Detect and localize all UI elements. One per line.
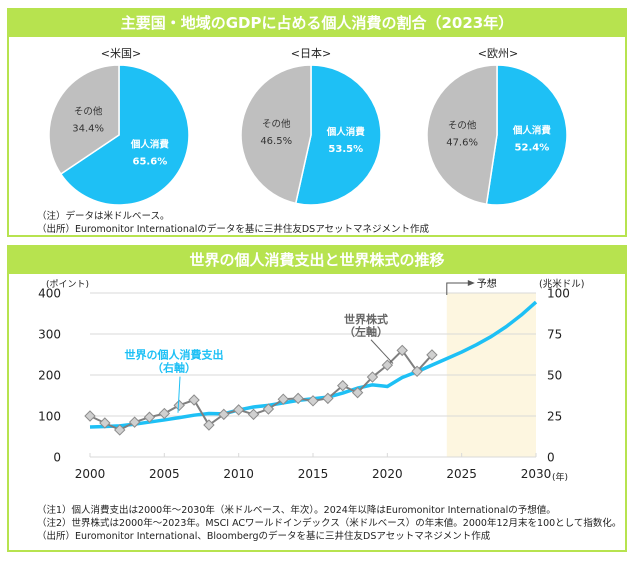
stock-data-point [351, 386, 364, 399]
pie-title-us: <米国> [100, 47, 142, 60]
stock-data-point [292, 392, 304, 405]
y-right-tick-label: 25 [547, 410, 562, 424]
consumption-annotation-axis: （右軸） [152, 361, 196, 375]
x-axis-title: (年) [552, 471, 568, 483]
stock-data-point [143, 411, 156, 423]
x-tick-label: 2005 [149, 467, 180, 481]
pie-slice-other [426, 64, 498, 206]
x-tick-label: 2015 [298, 467, 329, 481]
x-tick-label: 2010 [223, 467, 254, 481]
stock-annotation-axis: （左軸） [344, 325, 388, 339]
x-tick-label: 2030 [521, 467, 552, 481]
line-chart: 0 100 200 300 400 0 25 50 75 100 2000 2005 2010 2015 2… [38, 277, 584, 483]
x-tick-label: 2025 [446, 467, 477, 481]
stock-data-point [277, 393, 289, 405]
consumption-annotation-title: 世界の個人消費支出 [125, 348, 224, 362]
pie-slice-consumption [59, 64, 190, 206]
pie-slice-label: その他 [262, 118, 291, 130]
top-note-1: （注）データは米ドルベース。 [37, 211, 170, 222]
gdp-share-panel-title: 主要国・地域のGDPに占める個人消費の割合（2023年） [9, 10, 625, 37]
pie-title-japan: <日本> [290, 47, 332, 60]
pie-slice-label: 個人消費 [326, 126, 366, 138]
bottom-note-2: （注2）世界株式は2000年～2023年。MSCI ACワールドインデックス（米… [37, 518, 622, 529]
y-right-tick-label: 50 [547, 369, 562, 383]
pie-slice-label: その他 [448, 119, 477, 131]
y-right-axis-title: (兆米ドル) [539, 278, 584, 290]
stock-data-point [396, 344, 408, 357]
pie-slice-other [48, 64, 120, 176]
pie-slice-consumption [485, 64, 568, 206]
stock-data-point [381, 359, 394, 371]
pie-slice-label: 個人消費 [130, 138, 170, 150]
stock-data-point [173, 399, 185, 412]
stock-data-point [366, 371, 379, 383]
series-line-stock [89, 348, 433, 432]
stock-data-point [247, 408, 260, 421]
stock-data-point [322, 392, 334, 405]
stock-annotation-leader [370, 339, 394, 364]
pie-slice-consumption [294, 64, 382, 206]
stock-data-point [203, 419, 215, 431]
stock-data-point [158, 407, 171, 420]
pie-slice-label: 個人消費 [512, 125, 552, 137]
pie-slice-value: 52.4% [515, 143, 550, 154]
y-left-tick-label: 200 [38, 369, 61, 383]
y-right-tick-label: 75 [547, 328, 562, 342]
y-left-tick-label: 100 [38, 410, 61, 424]
stock-data-point [114, 424, 126, 436]
gdp-share-panel: 主要国・地域のGDPに占める個人消費の割合（2023年） <米国> <日本> <… [7, 8, 627, 237]
stock-data-point [262, 403, 275, 415]
y-left-tick-label: 300 [38, 328, 61, 342]
x-tick-label: 2020 [372, 467, 403, 481]
trend-panel: 世界の個人消費支出と世界株式の推移 0 100 200 300 400 0 25 50 75 10… [7, 245, 627, 552]
y-right-tick-label: 0 [547, 451, 555, 465]
pie-europe: 個人消費 52.4% その他 47.6% [426, 64, 568, 206]
pie-us: 個人消費 65.6% その他 34.4% [48, 64, 190, 206]
stock-data-point [426, 349, 438, 361]
bottom-note-3: （出所）Euromonitor International、Bloombergの… [37, 531, 491, 542]
pie-slice-other [240, 64, 312, 205]
y-left-tick-label: 0 [53, 451, 61, 465]
stock-data-point [218, 408, 230, 421]
pie-slice-value: 46.5% [260, 136, 292, 147]
stock-data-point [307, 395, 319, 407]
trend-panel-title: 世界の個人消費支出と世界株式の推移 [9, 247, 625, 274]
x-tick-label: 2000 [75, 467, 106, 481]
forecast-label: 予想 [477, 277, 497, 290]
stock-data-point [84, 410, 96, 422]
stock-data-point [337, 379, 349, 392]
pie-title-europe: <欧州> [477, 47, 519, 60]
stock-data-point [99, 417, 111, 429]
y-right-tick-label: 100 [547, 287, 570, 301]
pie-slice-value: 65.6% [133, 156, 168, 167]
stock-annotation-title: 世界株式 [344, 312, 388, 326]
pie-slice-value: 47.6% [446, 137, 478, 148]
top-note-2: （出所）Euromonitor Internationalのデータを基に三井住友… [37, 224, 430, 235]
pie-japan: 個人消費 53.5% その他 46.5% [240, 64, 382, 206]
stock-data-point [188, 394, 200, 406]
forecast-arrow-head-icon [467, 280, 475, 286]
bottom-note-1: （注1）個人消費支出は2000年～2030年（米ドルベース、年次）。2024年以… [37, 505, 556, 516]
y-left-axis-title: (ポイント) [46, 279, 89, 290]
stock-data-point [232, 404, 245, 416]
pie-slice-label: その他 [74, 106, 103, 118]
pie-charts: 個人消費 65.6% その他 34.4% 個人消費 53.5% その他 46.5% 個人消費 52… [48, 64, 568, 206]
pie-slice-value: 34.4% [72, 124, 104, 135]
y-left-tick-label: 400 [38, 287, 61, 301]
forecast-arrow-line [446, 282, 469, 295]
stock-data-point [411, 365, 423, 378]
stock-data-point [128, 416, 141, 428]
consumption-annotation-leader [177, 376, 181, 413]
pie-slice-value: 53.5% [328, 144, 363, 155]
